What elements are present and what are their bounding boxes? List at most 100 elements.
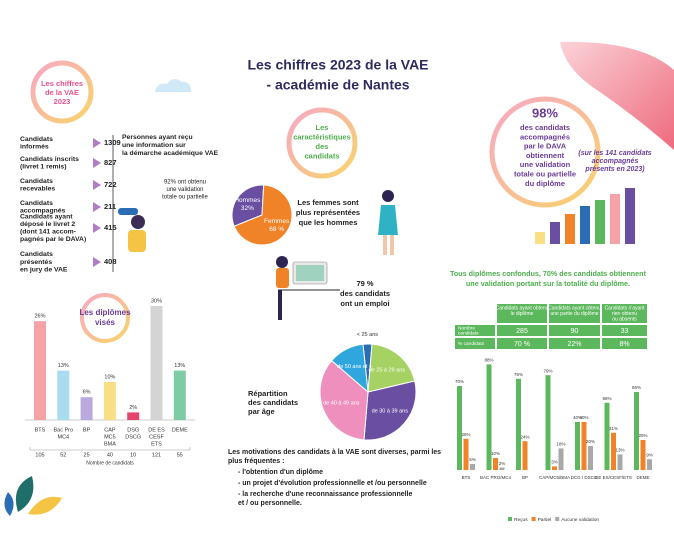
table-label-cell	[455, 338, 495, 349]
woman-figure	[378, 190, 398, 255]
funnel-value: 1309	[104, 138, 121, 147]
dava-text: du diplôme	[525, 179, 565, 188]
results-headline: une validation portant sur la totalité d…	[466, 279, 630, 288]
x-tick-label: CAP/MC5/BMA	[539, 475, 570, 480]
funnel-arrow	[93, 202, 101, 212]
note: une validation	[166, 187, 203, 193]
value-label: 9%	[646, 452, 653, 457]
badge-ring	[489, 96, 601, 208]
badge-text: 2023	[54, 97, 71, 106]
dava-sub: présents en 2023)	[584, 166, 645, 173]
steps-icon	[535, 188, 635, 244]
badge-text: de la VAE	[45, 88, 79, 97]
pie-slice	[330, 343, 369, 394]
funnel-arrow	[93, 158, 101, 168]
bar	[611, 432, 616, 470]
employment-text: ont un emploi	[340, 299, 389, 308]
value-label: 88%	[484, 358, 493, 363]
bar	[647, 459, 652, 470]
x-tick-label: DCG / DSCG	[571, 475, 598, 480]
table-value: 8%	[619, 341, 629, 348]
funnel-label: Candidats	[20, 251, 53, 258]
table-header: le diplôme	[511, 311, 534, 317]
bar	[581, 422, 587, 470]
badge-text: caractéristiques	[293, 132, 351, 141]
value-label: 24%	[520, 434, 529, 439]
table-header: rien obtenu	[612, 311, 637, 317]
motivation-item: et / ou personnelle.	[238, 500, 302, 507]
value-label: 2%	[499, 461, 506, 466]
funnel-label: (livret 1 remis)	[20, 164, 66, 171]
funnel-value: 211	[104, 202, 116, 211]
funnel-label: en jury de VAE	[20, 266, 68, 273]
table-row-label: Nombre	[458, 325, 475, 331]
funnel-value: 415	[104, 223, 117, 232]
value-label: 6%	[83, 390, 91, 396]
bar	[486, 364, 492, 470]
count-label: 55	[177, 452, 183, 458]
bar	[103, 382, 116, 420]
badge-text: des	[316, 142, 329, 151]
x-tick-label: BP	[83, 427, 91, 433]
table-header: ou absents	[612, 316, 637, 322]
title: Les chiffres 2023 de la VAE	[247, 57, 428, 73]
results-headline: Tous diplômes confondus, 70% des candida…	[450, 269, 647, 278]
funnel-label: (dont 141 accom-	[20, 229, 76, 236]
funnel-value: 827	[104, 158, 117, 167]
funnel-label: accompagnés	[20, 208, 66, 215]
slice-label: de 40 à 49 ans	[323, 400, 360, 406]
gender-text: plus représentées	[296, 208, 360, 217]
x-tick-label: BTS	[35, 427, 46, 433]
slice-label: de 25 à 29 ans	[369, 368, 406, 374]
x-tick-label: DE ES/CESF/ETS	[595, 475, 632, 480]
table-value: 22%	[567, 341, 581, 348]
funnel-arrow	[93, 257, 101, 267]
dava-sub: accompagnés	[592, 158, 639, 165]
gender-text: Les femmes sont	[297, 198, 359, 207]
funnel-label: présentés	[20, 259, 52, 266]
value-label: 30%	[151, 298, 162, 304]
funnel-arrow	[93, 223, 101, 233]
binocular-person	[118, 208, 146, 252]
bar	[80, 397, 93, 420]
count-label: 25	[84, 452, 90, 458]
dava-text: une validation	[520, 160, 571, 169]
bar	[493, 458, 498, 470]
bar	[150, 306, 163, 420]
x-tick-label: BMA	[104, 441, 116, 447]
note: 92% ont obtenu	[164, 180, 206, 186]
table-cell	[602, 338, 647, 349]
title: - académie de Nantes	[266, 77, 409, 93]
bar	[604, 402, 610, 470]
funnel-label: informés	[20, 144, 49, 151]
value-label: 3%	[551, 460, 558, 465]
table-header: Candidats ayant obtenu	[548, 305, 601, 311]
x-tick-label: Bac Pro	[54, 427, 74, 433]
slice-label: de 30 à 39 ans	[372, 408, 409, 414]
chart-title: Les diplômes	[79, 308, 131, 317]
x-tick-label: ETS	[151, 441, 162, 447]
slice-label: Femmes	[264, 218, 290, 225]
count-label: 40	[107, 452, 113, 458]
age-title: des candidats	[248, 398, 298, 407]
table-value: 285	[516, 328, 528, 335]
motivation-item: - un projet d'évolution professionnelle …	[238, 480, 427, 487]
x-tick-label: CESF	[149, 434, 164, 440]
funnel-label: Candidats ayant	[20, 213, 73, 220]
funnel-label: pagnés par le DAVA)	[20, 236, 86, 243]
pie-slice	[233, 184, 293, 246]
x-tick-label: MC5	[104, 434, 116, 440]
table-cell	[549, 338, 600, 349]
x-tick-label: MC4	[57, 434, 69, 440]
count-bracket	[29, 447, 191, 451]
table-header-cell	[549, 304, 600, 323]
note: la démarche académique VAE	[122, 150, 219, 157]
table-header: une partie du diplôme	[550, 311, 598, 317]
dava-text: accompagnés	[520, 132, 570, 141]
x-tick-label: DSG	[127, 427, 139, 433]
dava-text: par le DAVA	[524, 142, 567, 151]
funnel-label: Candidats inscrits	[20, 156, 79, 163]
bar	[588, 446, 593, 470]
